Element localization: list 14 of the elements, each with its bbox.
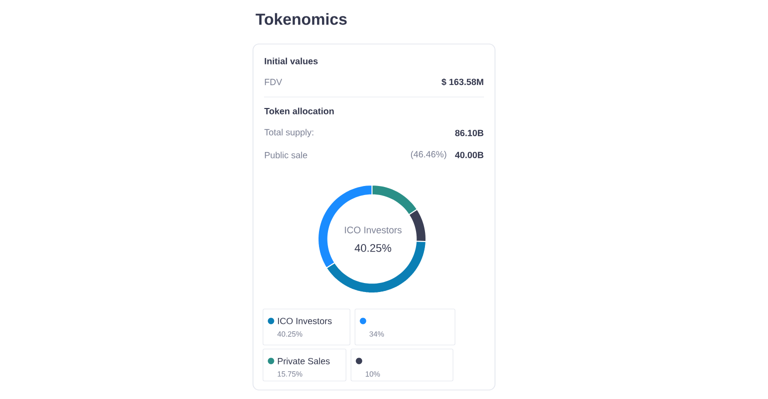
text: Initial values: [264, 58, 318, 64]
text: 86.10B: [455, 130, 484, 136]
text: (46.46%): [410, 150, 446, 160]
text: FDV: [264, 78, 282, 86]
text: Total supply:: [264, 128, 314, 138]
text: 40.25%: [354, 244, 392, 252]
chart-title: Tokenomics: [256, 13, 347, 25]
text: Public sale: [264, 152, 308, 158]
text: $ 163.58M: [442, 78, 484, 86]
legend-label: Private Sales: [278, 358, 330, 364]
text: 40.00B: [455, 152, 484, 158]
text: ICO Investors: [344, 226, 402, 234]
legend-label: ICO Investors: [278, 318, 332, 324]
text: Token allocation: [264, 108, 334, 114]
